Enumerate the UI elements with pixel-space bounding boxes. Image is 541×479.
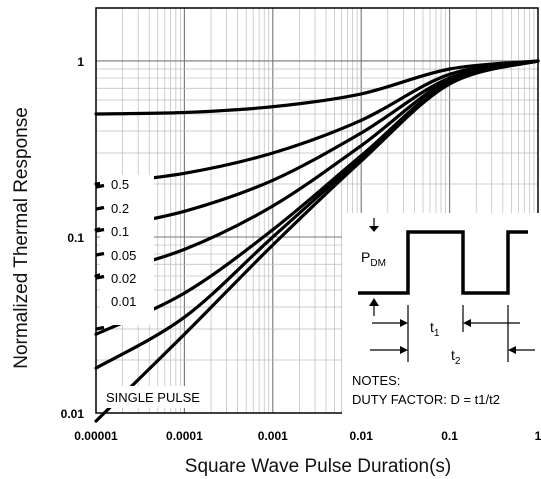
- series-label-0-01: 0.01: [111, 294, 136, 309]
- y-tick-label: 0.01: [61, 407, 85, 421]
- y-tick-labels: 0.01 0.1 1: [61, 55, 85, 421]
- series-marker-0-05: [95, 251, 105, 257]
- notes-title: NOTES:: [352, 373, 400, 388]
- series-marker-0-01: [95, 325, 105, 331]
- series-label-box: [100, 175, 154, 325]
- t2-label: t2: [451, 347, 461, 367]
- pdm-label: PDM: [361, 249, 386, 269]
- y-tick-label: 1: [77, 55, 84, 69]
- series-line-0-5: [94, 59, 540, 116]
- series-label-0-2: 0.2: [111, 201, 129, 216]
- t1-label: t1: [430, 319, 440, 339]
- series-label-0-02: 0.02: [111, 271, 136, 286]
- x-tick-label: 0.0001: [166, 429, 203, 443]
- x-tick-label: 0.01: [350, 429, 374, 443]
- series-line-single-pulse: [94, 59, 540, 423]
- series-marker-0-1: [95, 227, 105, 233]
- x-tick-label: 0.1: [441, 429, 458, 443]
- pulse-waveform: [358, 230, 528, 295]
- series-label-0-05: 0.05: [111, 248, 136, 263]
- series-label-0-5: 0.5: [111, 177, 129, 192]
- pdm-arrow-head-down: [369, 226, 379, 232]
- x-tick-label: 0.00001: [74, 429, 118, 443]
- t1-left-arrow-head: [400, 319, 408, 327]
- series-label-0-1: 0.1: [111, 224, 129, 239]
- single-pulse-label-box: [100, 386, 210, 408]
- series-marker-0-5: [95, 183, 105, 189]
- t1-right-arrow-head: [463, 319, 471, 327]
- t2-left-arrow-head: [400, 346, 408, 354]
- series-line-0-2: [94, 59, 540, 186]
- series-marker-0-2: [95, 205, 105, 211]
- x-tick-label: 0.001: [258, 429, 288, 443]
- series-curves: [94, 59, 540, 423]
- y-tick-label: 0.1: [67, 231, 84, 245]
- pdm-arrow-head-up: [369, 298, 379, 306]
- series-marker-0-02: [95, 274, 105, 280]
- notes-text: DUTY FACTOR: D = t1/t2: [352, 392, 500, 407]
- series-labels: 0.5 0.2 0.1 0.05 0.02 0.01: [95, 177, 136, 331]
- plot-frame: [95, 7, 539, 414]
- x-tick-labels: 0.00001 0.0001 0.001 0.01 0.1 1: [74, 429, 541, 443]
- t2-right-arrow-head: [508, 346, 516, 354]
- x-tick-label: 1: [535, 429, 541, 443]
- x-axis-title: Square Wave Pulse Duration(s): [185, 456, 451, 477]
- y-axis-title: Normalized Thermal Response: [11, 107, 32, 369]
- duty-cycle-inset: PDM t1 t2 NOTES: DUTY FACTOR: D = t1/t2: [342, 213, 540, 419]
- series-label-single-pulse: SINGLE PULSE: [106, 390, 200, 405]
- inset-background: [342, 213, 540, 419]
